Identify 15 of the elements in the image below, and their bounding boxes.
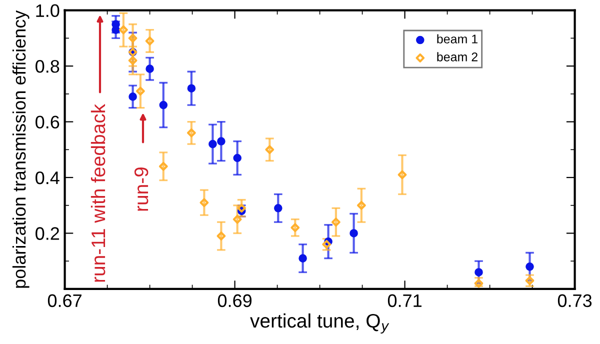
y-axis-title: polarization transmission efficiency (12, 10, 30, 288)
annotation: run-11 with feedback (90, 104, 106, 282)
x-axis-title: vertical tune, Q$_{y}$ (250, 313, 390, 334)
y-tick-label: 0.2 (36, 227, 60, 240)
annotation: run-9 (134, 168, 148, 211)
y-tick-label: 0.8 (36, 60, 60, 73)
x-tick-label: 0.73 (558, 294, 592, 308)
legend-label: beam 1 (437, 34, 478, 44)
x-tick-label: 0.69 (218, 294, 252, 308)
x-tick-label: 0.71 (388, 294, 422, 308)
legend-label: beam 2 (437, 52, 478, 62)
y-tick-label: 1.0 (36, 4, 60, 18)
x-tick-label: 0.67 (48, 294, 82, 308)
y-tick-label: 0.6 (36, 116, 60, 128)
y-tick-label: 0.4 (36, 171, 60, 184)
